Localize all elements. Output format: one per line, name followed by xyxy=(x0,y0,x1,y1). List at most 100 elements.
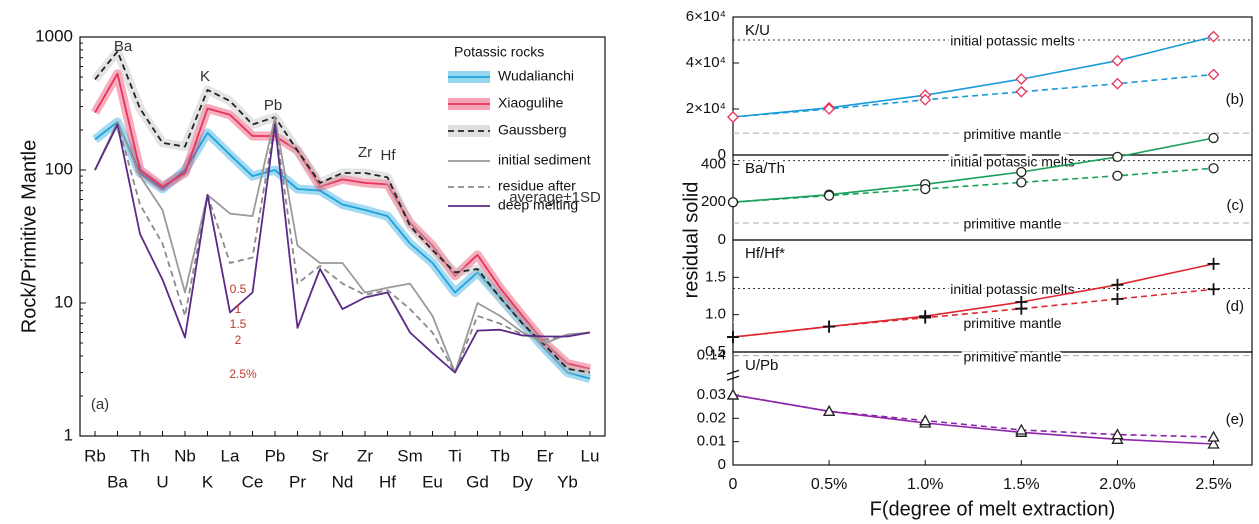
annotation: average±1SD xyxy=(509,189,601,206)
x-tick-label: Th xyxy=(130,446,150,465)
annotation: Hf xyxy=(381,147,397,164)
series-line xyxy=(732,288,1214,338)
marker xyxy=(1111,77,1124,90)
y-tick-label: 0.02 xyxy=(697,409,726,426)
series-line xyxy=(94,121,591,374)
y-tick-label: 0 xyxy=(718,146,726,163)
y-tick-label: 0 xyxy=(718,231,726,248)
y-tick-label: 1 xyxy=(64,425,73,444)
x-tick-label: U xyxy=(156,472,168,491)
legend-label: Xiaogulihe xyxy=(498,95,564,111)
marker xyxy=(1015,302,1028,315)
reference-label: primitive mantle xyxy=(963,315,1061,331)
panel-label: U/Pb xyxy=(745,357,778,374)
x-tick-label: Rb xyxy=(84,446,106,465)
x-tick-label: Yb xyxy=(557,472,578,491)
marker xyxy=(1015,423,1028,435)
marker xyxy=(1207,257,1220,270)
series-line xyxy=(732,35,1214,118)
marker xyxy=(1207,68,1220,81)
marker xyxy=(823,404,836,416)
annotation: (a) xyxy=(91,396,109,413)
reference-label: primitive mantle xyxy=(963,348,1061,364)
reference-label: initial potassic melts xyxy=(950,33,1075,49)
marker xyxy=(920,183,931,195)
annotation: 2.5% xyxy=(229,367,257,381)
marker xyxy=(1207,283,1220,296)
y-tick-label: 0.01 xyxy=(697,433,726,450)
marker xyxy=(1016,166,1027,178)
axis-break xyxy=(726,369,740,381)
x-tick-label: Sm xyxy=(397,446,423,465)
x-tick-label: Tb xyxy=(490,446,510,465)
series-line xyxy=(94,116,591,374)
legend-title: Potassic rocks xyxy=(454,44,544,60)
annotation: Ba xyxy=(114,38,133,55)
series-line xyxy=(94,123,591,374)
annotation: 1 xyxy=(235,302,242,316)
x-axis-title: F(degree of melt extraction) xyxy=(870,498,1116,520)
x-tick-label: Pb xyxy=(265,446,286,465)
marker xyxy=(727,331,739,344)
annotation: Zr xyxy=(358,144,372,161)
x-tick-label: Sr xyxy=(312,446,329,465)
marker xyxy=(919,414,932,426)
reference-label: initial potassic melts xyxy=(950,281,1075,297)
series-line xyxy=(732,137,1214,203)
y-tick-label: 100 xyxy=(45,159,73,178)
y-tick-label: 400 xyxy=(701,155,726,172)
series-line xyxy=(732,394,1214,438)
marker xyxy=(919,93,932,106)
panel-tag: (d) xyxy=(1226,298,1244,315)
x-tick-label: Hf xyxy=(379,472,396,491)
marker xyxy=(726,388,740,400)
reference-label: primitive mantle xyxy=(963,216,1061,232)
panel-tag: (b) xyxy=(1226,91,1244,108)
panel-tag: (e) xyxy=(1226,411,1244,428)
marker xyxy=(1015,85,1028,98)
y-tick-label: 6×10⁴ xyxy=(686,8,726,25)
marker xyxy=(1111,278,1124,291)
x-tick-label: 2.5% xyxy=(1195,476,1231,493)
marker xyxy=(1112,151,1123,163)
legend-label: deep melting xyxy=(498,197,578,213)
marker xyxy=(1111,292,1124,305)
y-axis-title: Rock/Primitive Mantle xyxy=(18,140,40,333)
marker xyxy=(727,197,739,208)
x-tick-label: 1.0% xyxy=(907,476,943,493)
series-line xyxy=(732,73,1214,118)
y-tick-label: 0.03 xyxy=(697,386,726,403)
annotation: 1.5 xyxy=(230,317,247,331)
marker xyxy=(727,111,739,123)
x-tick-label: 0.5% xyxy=(811,476,847,493)
series-line xyxy=(732,394,1214,445)
panel-label: Ba/Th xyxy=(745,160,785,177)
y-tick-label: 1.0 xyxy=(705,306,726,323)
marker xyxy=(1111,428,1124,440)
reference-label: initial potassic melts xyxy=(950,153,1075,169)
panel-label: K/U xyxy=(745,22,770,39)
marker xyxy=(1207,437,1220,449)
plot-frame xyxy=(732,351,1253,466)
marker xyxy=(1015,73,1028,86)
x-tick-label: Ba xyxy=(107,472,128,491)
x-tick-label: K xyxy=(202,472,214,491)
legend-label: residue after xyxy=(498,178,576,194)
x-tick-label: Gd xyxy=(466,472,489,491)
y-tick-label: 1.5 xyxy=(705,268,726,285)
y-tick-label: 4×10⁴ xyxy=(686,54,726,71)
y-tick-label: 10 xyxy=(54,292,73,311)
y-tick-label: 2×10⁴ xyxy=(686,100,726,117)
marker xyxy=(823,190,835,201)
series-line xyxy=(94,50,591,374)
x-tick-label: Zr xyxy=(357,446,373,465)
y-tick-label: 1000 xyxy=(35,26,73,45)
marker xyxy=(1112,170,1123,181)
x-tick-label: Ce xyxy=(242,472,264,491)
marker xyxy=(1207,30,1220,43)
marker xyxy=(1016,177,1027,188)
legend-label: initial sediment xyxy=(498,152,591,168)
annotation: 2 xyxy=(235,333,242,347)
y-tick-label: 200 xyxy=(701,193,726,210)
reference-label: primitive mantle xyxy=(963,126,1061,142)
